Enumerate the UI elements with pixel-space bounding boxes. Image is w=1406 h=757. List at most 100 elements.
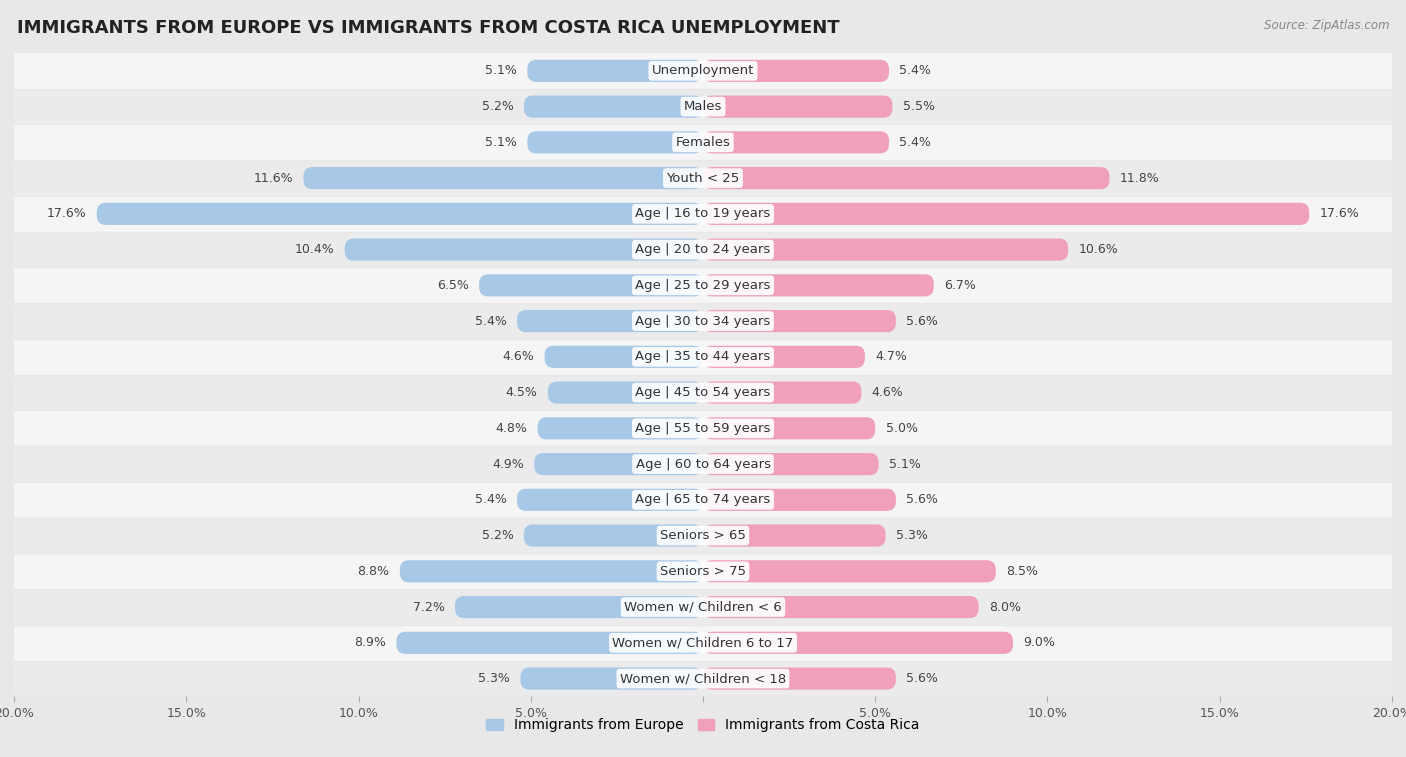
Text: Age | 65 to 74 years: Age | 65 to 74 years (636, 494, 770, 506)
Bar (14, 410, 1392, 446)
Text: Age | 30 to 34 years: Age | 30 to 34 years (636, 315, 770, 328)
Text: 4.6%: 4.6% (502, 350, 534, 363)
Text: 5.5%: 5.5% (903, 100, 935, 113)
FancyBboxPatch shape (703, 131, 889, 154)
Bar (14, 375, 1392, 410)
Text: 8.0%: 8.0% (988, 600, 1021, 614)
Text: 4.8%: 4.8% (495, 422, 527, 435)
Bar (14, 53, 1392, 89)
Text: 4.7%: 4.7% (875, 350, 907, 363)
Text: 6.5%: 6.5% (437, 279, 468, 292)
Text: Age | 45 to 54 years: Age | 45 to 54 years (636, 386, 770, 399)
Text: Source: ZipAtlas.com: Source: ZipAtlas.com (1264, 19, 1389, 32)
Text: Women w/ Children < 18: Women w/ Children < 18 (620, 672, 786, 685)
FancyBboxPatch shape (703, 60, 889, 82)
Bar (14, 661, 1392, 696)
FancyBboxPatch shape (703, 274, 934, 297)
Text: Males: Males (683, 100, 723, 113)
FancyBboxPatch shape (524, 95, 703, 117)
FancyBboxPatch shape (520, 668, 703, 690)
FancyBboxPatch shape (304, 167, 703, 189)
Text: Seniors > 75: Seniors > 75 (659, 565, 747, 578)
FancyBboxPatch shape (544, 346, 703, 368)
FancyBboxPatch shape (527, 131, 703, 154)
Text: Females: Females (675, 136, 731, 149)
Text: 8.8%: 8.8% (357, 565, 389, 578)
Text: Age | 25 to 29 years: Age | 25 to 29 years (636, 279, 770, 292)
Text: Age | 35 to 44 years: Age | 35 to 44 years (636, 350, 770, 363)
Bar (14, 339, 1392, 375)
Text: Age | 55 to 59 years: Age | 55 to 59 years (636, 422, 770, 435)
Text: Age | 20 to 24 years: Age | 20 to 24 years (636, 243, 770, 256)
Text: Youth < 25: Youth < 25 (666, 172, 740, 185)
FancyBboxPatch shape (396, 632, 703, 654)
Text: 7.2%: 7.2% (413, 600, 444, 614)
Text: 8.9%: 8.9% (354, 637, 387, 650)
Text: 5.1%: 5.1% (485, 136, 517, 149)
FancyBboxPatch shape (703, 596, 979, 618)
FancyBboxPatch shape (527, 60, 703, 82)
FancyBboxPatch shape (479, 274, 703, 297)
Text: 11.6%: 11.6% (253, 172, 292, 185)
Text: Women w/ Children 6 to 17: Women w/ Children 6 to 17 (613, 637, 793, 650)
Text: 5.2%: 5.2% (482, 100, 513, 113)
FancyBboxPatch shape (703, 417, 875, 439)
Text: Unemployment: Unemployment (652, 64, 754, 77)
Text: 5.4%: 5.4% (900, 136, 931, 149)
Text: 5.0%: 5.0% (886, 422, 918, 435)
Text: 17.6%: 17.6% (1320, 207, 1360, 220)
Text: 17.6%: 17.6% (46, 207, 86, 220)
Bar (14, 553, 1392, 589)
Text: 6.7%: 6.7% (945, 279, 976, 292)
Bar (14, 589, 1392, 625)
Bar (14, 89, 1392, 124)
Text: Seniors > 65: Seniors > 65 (659, 529, 747, 542)
Text: Age | 16 to 19 years: Age | 16 to 19 years (636, 207, 770, 220)
FancyBboxPatch shape (703, 346, 865, 368)
Bar (14, 482, 1392, 518)
FancyBboxPatch shape (703, 632, 1012, 654)
Text: 4.9%: 4.9% (492, 457, 524, 471)
FancyBboxPatch shape (456, 596, 703, 618)
Bar (14, 196, 1392, 232)
Text: 9.0%: 9.0% (1024, 637, 1056, 650)
Text: 5.6%: 5.6% (907, 494, 938, 506)
Text: 4.5%: 4.5% (506, 386, 537, 399)
Text: 5.1%: 5.1% (485, 64, 517, 77)
FancyBboxPatch shape (703, 560, 995, 582)
FancyBboxPatch shape (703, 310, 896, 332)
Text: 5.4%: 5.4% (475, 315, 506, 328)
FancyBboxPatch shape (537, 417, 703, 439)
Text: 11.8%: 11.8% (1119, 172, 1160, 185)
FancyBboxPatch shape (534, 453, 703, 475)
FancyBboxPatch shape (517, 310, 703, 332)
FancyBboxPatch shape (703, 489, 896, 511)
FancyBboxPatch shape (703, 453, 879, 475)
Text: 5.2%: 5.2% (482, 529, 513, 542)
FancyBboxPatch shape (517, 489, 703, 511)
Bar (14, 232, 1392, 267)
FancyBboxPatch shape (97, 203, 703, 225)
Text: 5.6%: 5.6% (907, 315, 938, 328)
Bar (14, 267, 1392, 304)
Text: Women w/ Children < 6: Women w/ Children < 6 (624, 600, 782, 614)
Bar (14, 625, 1392, 661)
Text: 10.4%: 10.4% (295, 243, 335, 256)
Legend: Immigrants from Europe, Immigrants from Costa Rica: Immigrants from Europe, Immigrants from … (481, 712, 925, 738)
Text: IMMIGRANTS FROM EUROPE VS IMMIGRANTS FROM COSTA RICA UNEMPLOYMENT: IMMIGRANTS FROM EUROPE VS IMMIGRANTS FRO… (17, 19, 839, 37)
Text: 4.6%: 4.6% (872, 386, 904, 399)
FancyBboxPatch shape (524, 525, 703, 547)
Text: 5.4%: 5.4% (475, 494, 506, 506)
FancyBboxPatch shape (548, 382, 703, 403)
Text: 5.4%: 5.4% (900, 64, 931, 77)
Bar (14, 518, 1392, 553)
FancyBboxPatch shape (703, 167, 1109, 189)
Bar (14, 446, 1392, 482)
Text: 5.6%: 5.6% (907, 672, 938, 685)
Text: 5.3%: 5.3% (896, 529, 928, 542)
Text: 5.1%: 5.1% (889, 457, 921, 471)
Bar (14, 124, 1392, 160)
FancyBboxPatch shape (703, 238, 1069, 260)
Text: 5.3%: 5.3% (478, 672, 510, 685)
FancyBboxPatch shape (703, 95, 893, 117)
